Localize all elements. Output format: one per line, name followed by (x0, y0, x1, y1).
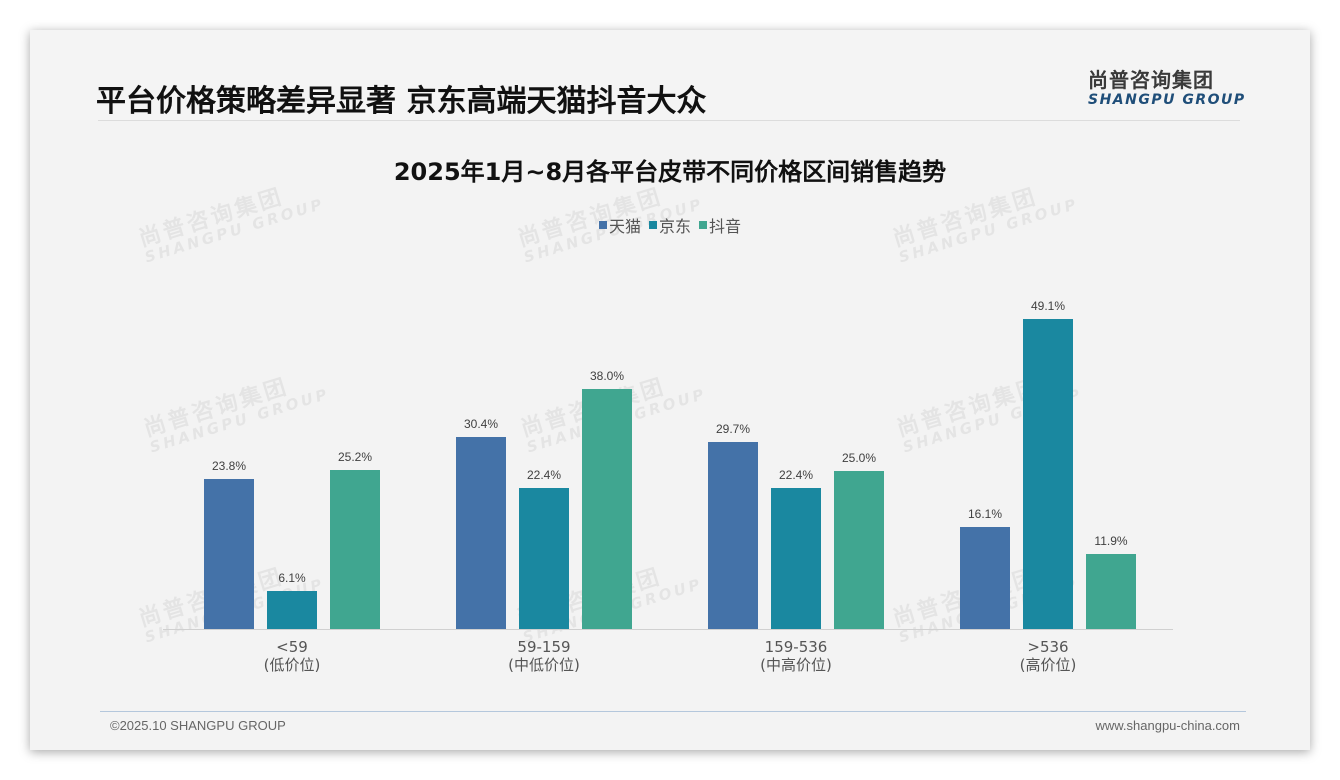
bar-value-label: 22.4% (778, 467, 814, 482)
header-band (30, 30, 1310, 120)
category-range: <59 (276, 638, 308, 656)
header-divider (98, 120, 1240, 121)
legend-item-douyin: 抖音 (699, 213, 741, 237)
category-tier: (中低价位) (508, 656, 580, 674)
bar-jd (519, 487, 569, 629)
bar-douyin (330, 469, 380, 629)
bar-value-label: 25.0% (841, 451, 877, 466)
page-title: 平台价格策略差异显著 京东高端天猫抖音大众 (96, 84, 707, 119)
legend-label-jd: 京东 (658, 217, 691, 236)
bar-tmall (708, 441, 758, 629)
legend-item-jd: 京东 (648, 213, 691, 237)
bar-douyin (582, 389, 632, 629)
bar-value-label: 6.1% (278, 570, 306, 585)
bar-value-label: 23.8% (211, 458, 247, 473)
logo-english-text: SHANGPU GROUP (1088, 92, 1246, 108)
company-logo: 尚普咨询集团 SHANGPU GROUP (1088, 64, 1248, 108)
bar-douyin (1086, 553, 1136, 629)
bar-chart-plot: 23.8% 6.1% 25.2% <59 (低价位) 30.4% 22.4% 38.0% 59-… (30, 30, 1310, 750)
bar-value-label: 22.4% (526, 467, 562, 482)
legend-swatch-douyin (699, 221, 707, 229)
category-range: 159-536 (764, 638, 828, 656)
legend-swatch-tmall (598, 221, 607, 229)
bar-jd (1023, 319, 1073, 629)
x-axis-line (163, 629, 1173, 630)
x-axis-category-label: >536 (高价位) (968, 638, 1128, 674)
chart-title: 2025年1月~8月各平台皮带不同价格区间销售趋势 (393, 158, 947, 186)
bar-value-label: 38.0% (589, 369, 625, 384)
bar-douyin (834, 471, 884, 629)
chart-legend: 天猫 京东 抖音 (30, 213, 1310, 237)
legend-label-douyin: 抖音 (709, 217, 742, 236)
footer-divider (100, 711, 1246, 712)
slide: 平台价格策略差异显著 京东高端天猫抖音大众 尚普咨询集团 SHANGPU GRO… (30, 30, 1310, 750)
legend-label-tmall: 天猫 (608, 217, 641, 236)
x-axis-category-label: 59-159 (中低价位) (464, 638, 624, 674)
bar-tmall (960, 527, 1010, 629)
x-axis-category-label: <59 (低价位) (212, 638, 372, 674)
legend-swatch-jd (648, 221, 657, 229)
category-range: >536 (1027, 638, 1069, 656)
x-axis-category-label: 159-536 (中高价位) (716, 638, 876, 674)
bar-value-label: 16.1% (967, 507, 1003, 522)
footer-copyright: ©2025.10 SHANGPU GROUP (110, 718, 286, 733)
footer-website: www.shangpu-china.com (1095, 718, 1240, 733)
bar-jd (771, 487, 821, 629)
category-range: 59-159 (517, 638, 571, 656)
bar-value-label: 49.1% (1030, 299, 1066, 314)
category-tier: (低价位) (263, 656, 321, 674)
bar-value-label: 11.9% (1094, 533, 1128, 548)
legend-item-tmall: 天猫 (598, 213, 641, 237)
logo-chinese-text: 尚普咨询集团 (1088, 68, 1214, 92)
bar-value-label: 30.4% (463, 417, 499, 432)
category-tier: (中高价位) (760, 656, 832, 674)
category-tier: (高价位) (1019, 656, 1077, 674)
bar-value-label: 29.7% (715, 421, 751, 436)
bar-jd (267, 590, 317, 629)
bar-value-label: 25.2% (337, 449, 373, 464)
bar-tmall (456, 437, 506, 629)
bar-tmall (204, 478, 254, 629)
